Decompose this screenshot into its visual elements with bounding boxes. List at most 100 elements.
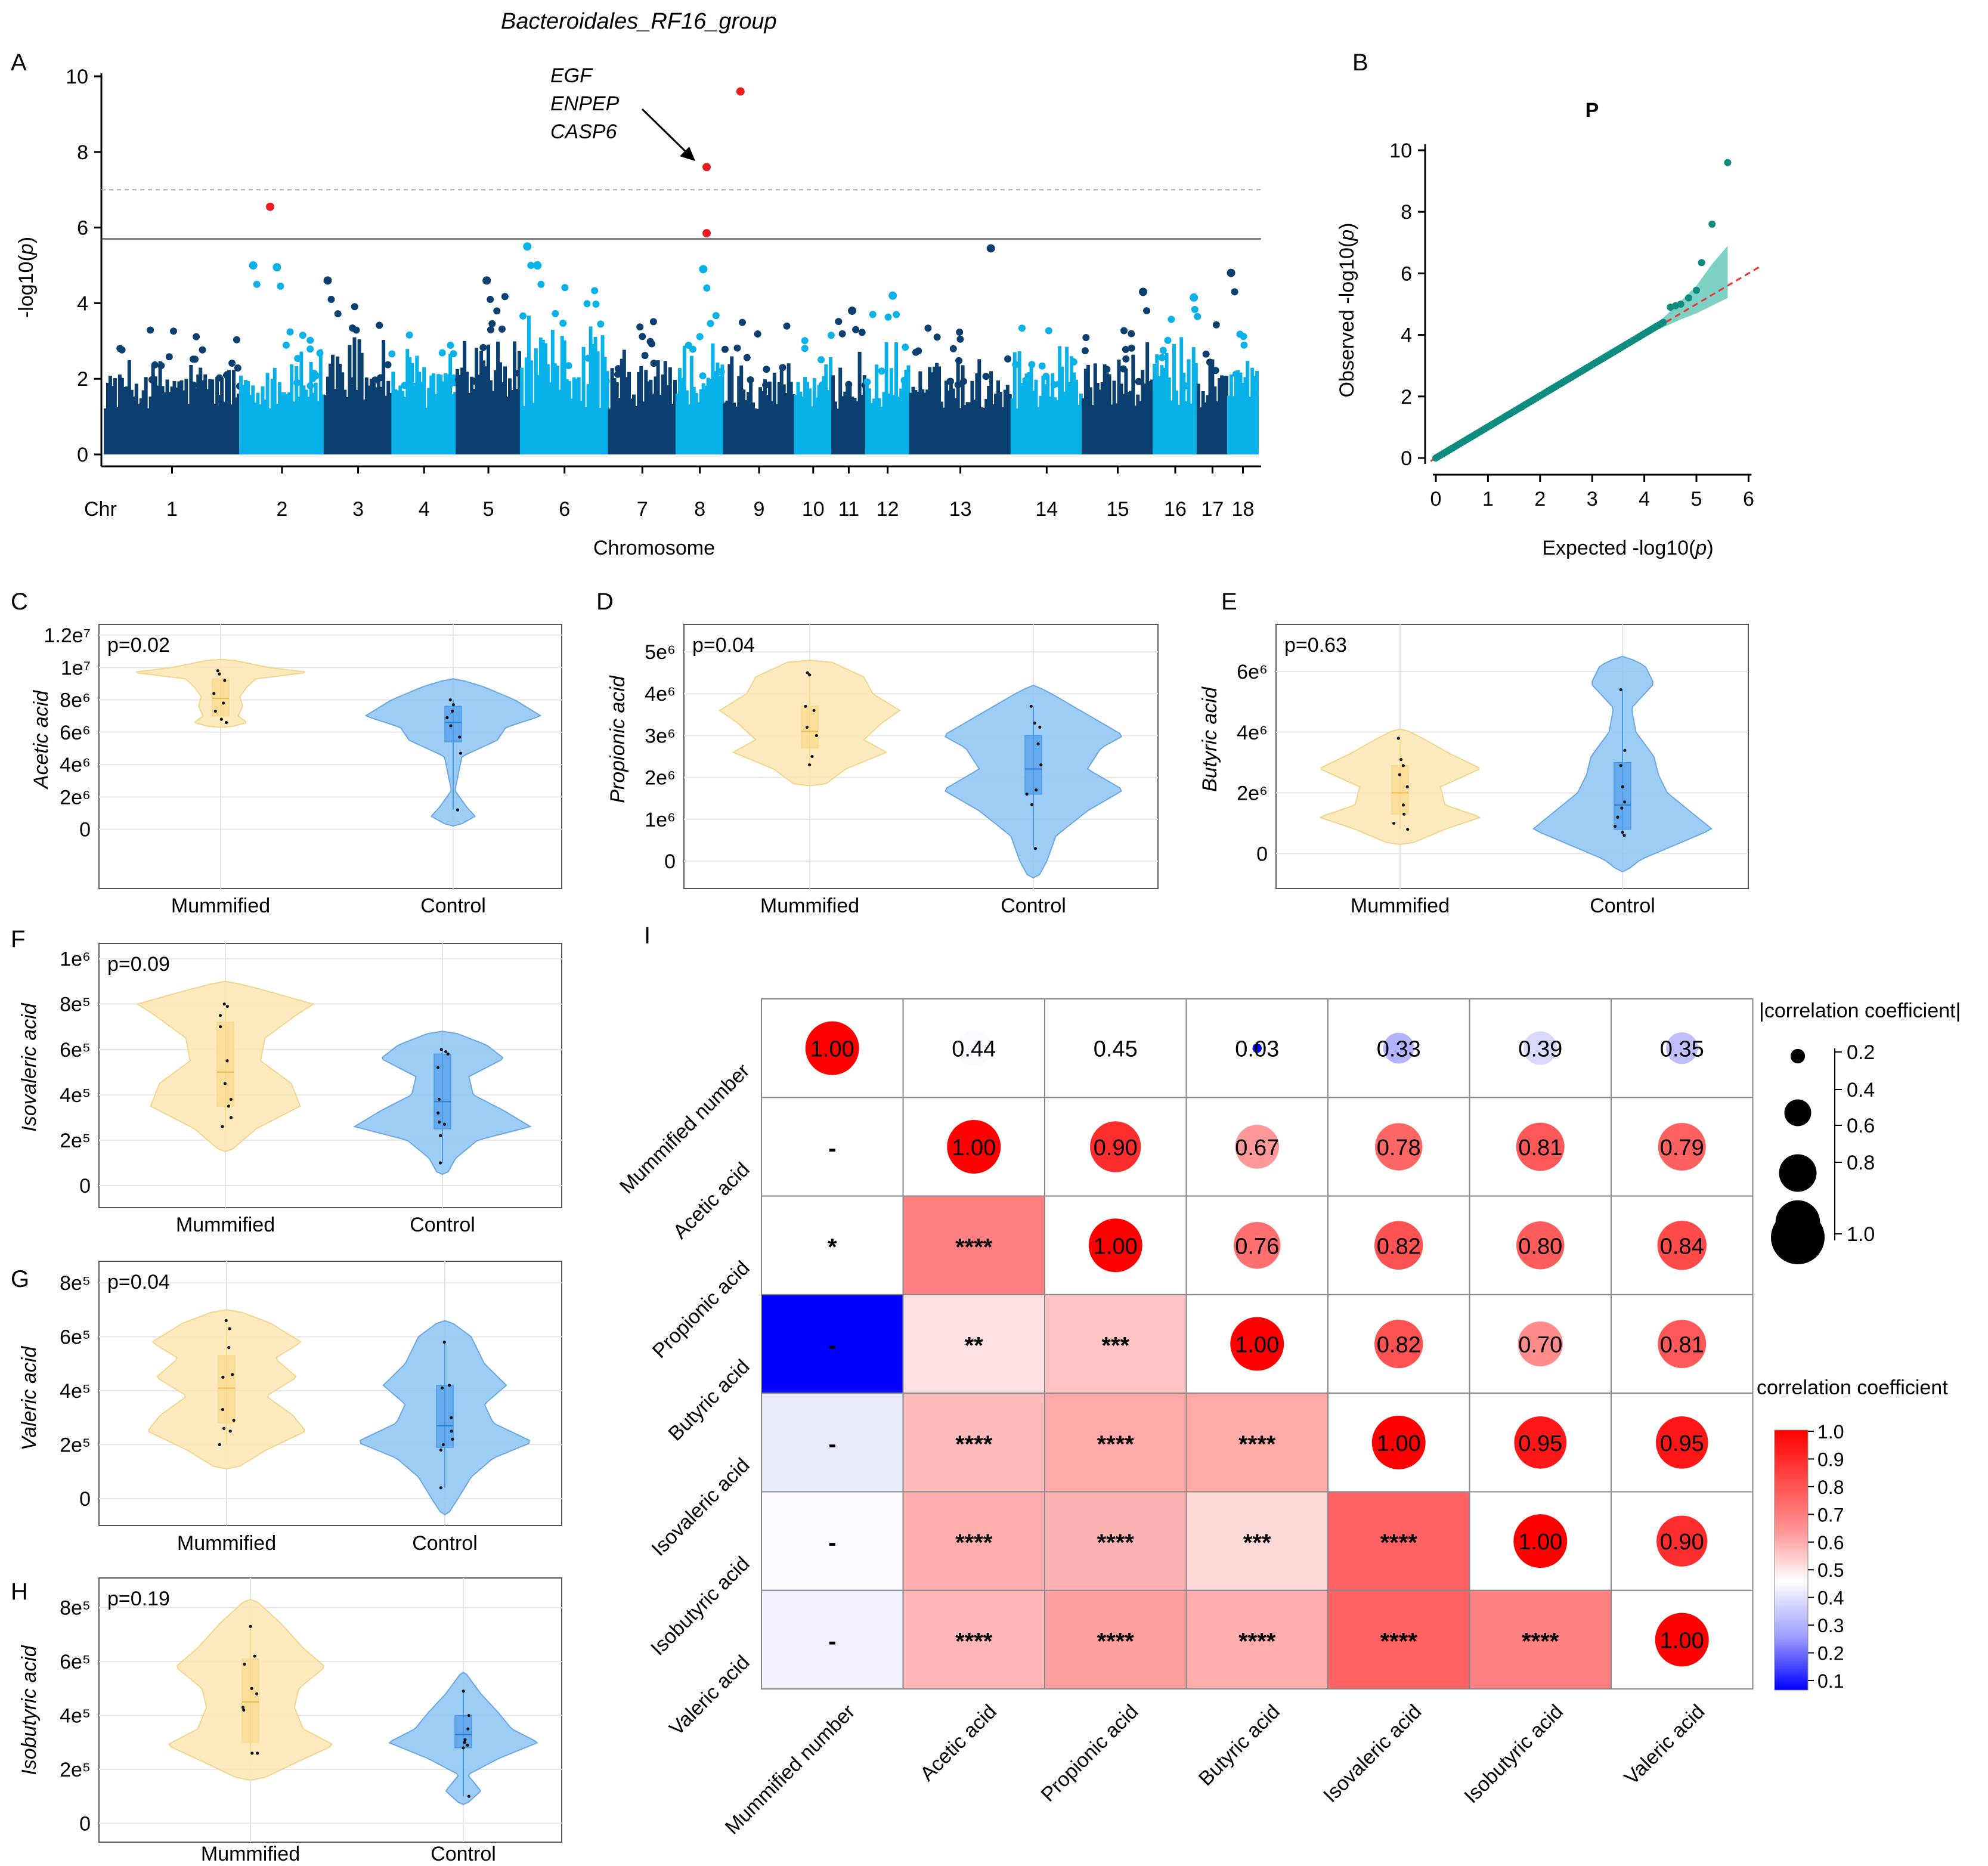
panel-label-d: D [596, 589, 614, 615]
sample-point [225, 1004, 229, 1008]
peak-point [703, 284, 711, 292]
color-bar-label: 0.2 [1817, 1643, 1844, 1664]
snp-point [118, 346, 126, 354]
correlation-value: 0.39 [1518, 1037, 1562, 1062]
violin-category-label: Control [1001, 895, 1066, 917]
correlation-circle [1097, 1030, 1134, 1066]
chromosome-7-points [608, 318, 677, 454]
significance-mark: * [828, 1234, 837, 1260]
snp-point [827, 332, 835, 339]
violin-y-tick-label: 4e⁵ [60, 1084, 91, 1107]
snp-point [835, 318, 843, 326]
chromosome-label-18: 18 [1232, 498, 1255, 521]
chromosome-18-points [1227, 330, 1259, 454]
qq-ylabel: Observed -log10(p) [1336, 223, 1358, 398]
sample-point [218, 1014, 222, 1017]
correlation-value: 0.76 [1235, 1234, 1279, 1259]
qq-x-tick-label: 2 [1534, 488, 1546, 510]
snp-point [614, 365, 622, 373]
snp-point [956, 335, 964, 343]
heatmap-cell-lower [902, 1491, 1045, 1591]
sample-point [225, 1059, 229, 1063]
sample-point [450, 1429, 453, 1433]
sample-point [1392, 821, 1396, 825]
sample-point [222, 1426, 226, 1430]
snp-point [487, 326, 494, 333]
qq-x-tick-label: 5 [1691, 488, 1702, 510]
sample-point [228, 1327, 231, 1330]
snp-point [869, 311, 877, 318]
sample-point [228, 1429, 232, 1433]
correlation-circle [1658, 1122, 1706, 1171]
manhattan-chr-prefix: Chr [84, 498, 117, 521]
size-legend-label: 0.6 [1847, 1115, 1875, 1137]
snp-point [762, 381, 770, 389]
violin-y-tick-label: 2e⁶ [645, 767, 676, 790]
qq-x-tick-label: 6 [1743, 488, 1754, 510]
sample-point [467, 1794, 471, 1798]
violin-y-tick-label: 0 [79, 819, 91, 841]
violin-y-tick-label: 4e⁶ [60, 754, 91, 776]
peak-point [699, 265, 708, 274]
manhattan-xlabel: Chromosome [593, 537, 715, 559]
box-iqr [1391, 765, 1409, 815]
qq-tail-point [1684, 294, 1692, 302]
sample-point [229, 1116, 233, 1119]
size-legend-label: 0.8 [1847, 1152, 1875, 1174]
chromosome-3-points [323, 303, 393, 454]
sample-point [437, 1097, 441, 1101]
chromosome-11-density [831, 351, 866, 454]
sample-point [441, 1386, 444, 1390]
violin-y-tick-label: 3e⁶ [645, 725, 676, 747]
size-legend-circle [1779, 1154, 1817, 1192]
sample-point [1029, 704, 1033, 708]
snp-point [190, 381, 197, 389]
snp-point [193, 333, 200, 341]
qq-xlabel: Expected -log10(p) [1542, 537, 1713, 559]
sample-point [1621, 785, 1624, 788]
sample-point [808, 673, 812, 677]
sample-point [1035, 788, 1038, 792]
size-legend-circle [1784, 1099, 1812, 1127]
snp-point [488, 320, 496, 327]
chromosome-label-3: 3 [352, 498, 364, 521]
color-bar-label: 0.3 [1817, 1615, 1844, 1636]
snp-point [565, 362, 572, 370]
sample-point [1621, 831, 1624, 834]
sample-point [450, 1416, 453, 1419]
sample-point [1030, 803, 1034, 806]
significance-mark: **** [1238, 1628, 1276, 1654]
violin-pvalue: p=0.04 [107, 1271, 170, 1293]
sample-point [225, 720, 228, 725]
snp-point [1122, 355, 1130, 363]
chromosome-12-density [865, 342, 911, 454]
color-bar-label: 0.5 [1817, 1559, 1844, 1581]
snp-point [376, 321, 383, 329]
violin-ylabel: Isovaleric acid [18, 1002, 41, 1132]
box-iqr [801, 705, 819, 749]
chromosome-label-2: 2 [276, 498, 287, 521]
sample-point [218, 1443, 221, 1447]
sample-point [219, 717, 223, 721]
snp-point [559, 320, 567, 327]
manhattan-title: Bacteroidales_RF16_group [501, 9, 777, 34]
sample-point [439, 1486, 443, 1490]
qq-title: P [1586, 99, 1599, 122]
snp-point [1128, 330, 1135, 338]
sample-point [1033, 721, 1036, 725]
correlation-value: 0.33 [1377, 1037, 1421, 1062]
sample-point [815, 734, 818, 738]
violin-y-tick-label: 4e⁶ [1237, 722, 1268, 744]
sample-point [221, 1375, 225, 1379]
significance-mark: **** [1380, 1628, 1418, 1654]
sample-point [463, 1741, 466, 1744]
significance-mark: **** [955, 1234, 993, 1260]
significance-mark: - [828, 1135, 836, 1162]
snp-point [1120, 327, 1128, 335]
correlation-value: 0.79 [1660, 1135, 1704, 1161]
color-bar [1774, 1429, 1809, 1691]
qq-y-tick-label: 8 [1401, 201, 1412, 224]
violin-isovaleric: 0 2e⁵ 4e⁵ 6e⁵ 8e⁵ 1e⁶ p=0.09 Isovaleric acid Mum… [18, 943, 562, 1236]
correlation-value: 0.95 [1518, 1431, 1562, 1456]
